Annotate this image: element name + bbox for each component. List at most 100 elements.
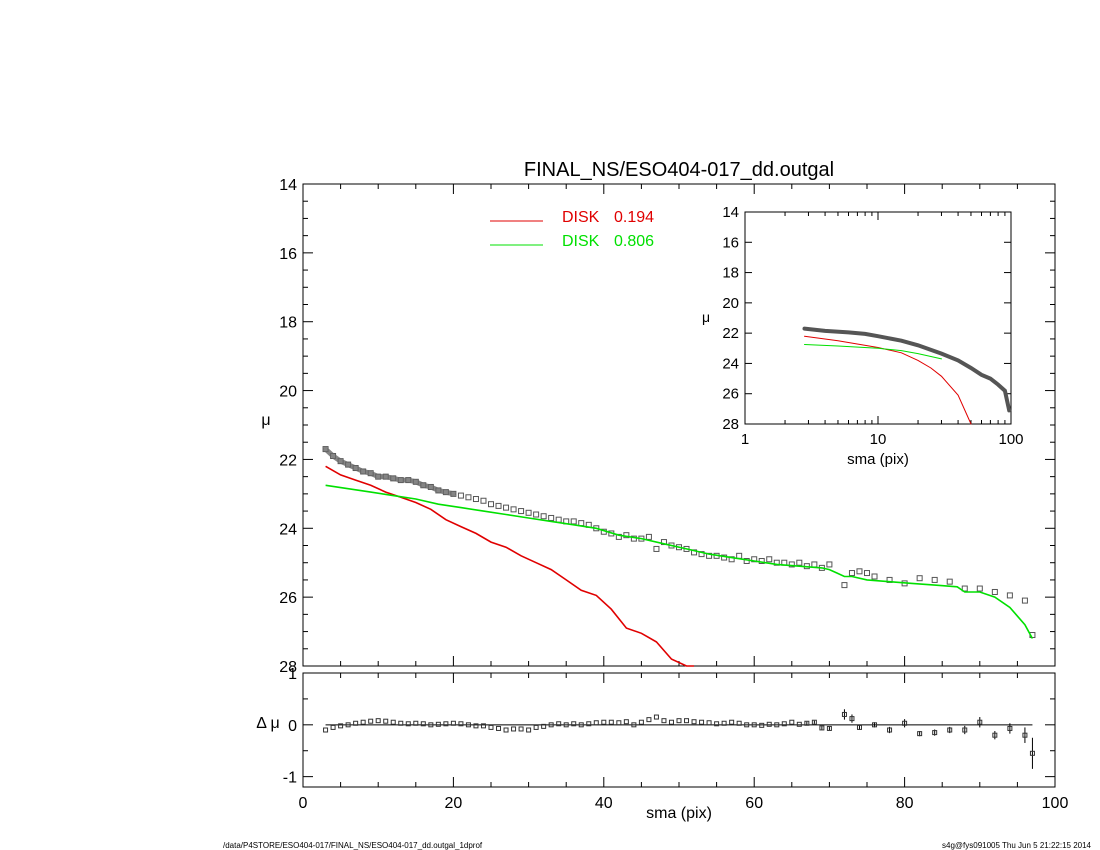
data-point: [548, 514, 555, 521]
data-point: [976, 585, 983, 592]
data-dense-band: [323, 446, 456, 497]
residual-point: [443, 721, 449, 727]
residual-point: [465, 722, 471, 728]
residual-y-tick-label: -1: [283, 770, 297, 787]
inset-data-line: [802, 326, 1012, 413]
inset-series-group: [802, 326, 1012, 425]
residual-point: [676, 718, 682, 724]
legend: DISK 0.194 DISK 0.806: [490, 209, 654, 250]
residual-point: [526, 727, 532, 733]
data-point: [788, 561, 795, 568]
residual-point: [902, 720, 908, 726]
data-point: [472, 496, 479, 503]
legend-value-red: 0.194: [614, 209, 654, 226]
residual-point: [714, 721, 720, 727]
residual-point: [623, 719, 629, 725]
residual-point: [375, 718, 381, 724]
residual-point: [1029, 750, 1035, 756]
data-point: [728, 556, 735, 563]
residual-point: [977, 719, 983, 725]
residual-point: [601, 719, 607, 725]
data-point: [465, 494, 472, 501]
residual-point: [496, 725, 502, 731]
main-y-tick-label: 20: [279, 384, 297, 401]
inset-y-tick-label: 16: [722, 234, 739, 251]
main-y-tick-label: 22: [279, 452, 297, 469]
residual-point: [781, 721, 787, 727]
residual-point: [360, 719, 366, 725]
residual-point: [661, 718, 667, 724]
residual-point: [435, 721, 441, 727]
legend-label-green: DISK: [562, 233, 600, 250]
residual-point: [405, 721, 411, 727]
data-point: [480, 497, 487, 504]
inset-disk-red-line: [804, 335, 972, 425]
residual-point: [571, 721, 577, 727]
data-point: [510, 506, 517, 513]
footer-right: s4g@fys091005 Thu Jun 5 21:22:15 2014: [942, 841, 1092, 850]
inset-y-tick-label: 28: [722, 416, 739, 433]
residual-point: [819, 725, 825, 731]
data-point: [796, 559, 803, 566]
inset-y-tick-label: 14: [722, 204, 739, 221]
residual-y-tick-label: 0: [288, 718, 297, 735]
data-point: [811, 561, 818, 568]
main-y-label: μ: [261, 412, 270, 429]
residual-point: [488, 724, 494, 730]
residual-point: [751, 722, 757, 728]
data-point: [518, 508, 525, 515]
data-point: [871, 573, 878, 580]
residual-point: [947, 727, 953, 733]
chart-title: FINAL_NS/ESO404-017_dd.outgal: [524, 159, 834, 181]
residual-point: [744, 722, 750, 728]
residual-point: [383, 718, 389, 724]
residual-point: [608, 719, 614, 725]
residual-point: [586, 721, 592, 727]
residual-point: [992, 732, 998, 738]
residual-point: [473, 723, 479, 729]
residual-axis-ticks: 10-10 20 40 60 80 100: [283, 666, 1069, 812]
main-axis-ticks: 14 16 18 20 22 24 26 28: [279, 177, 1056, 676]
data-point: [856, 568, 863, 575]
data-point: [766, 556, 773, 563]
inset-y-tick-label: 26: [722, 386, 739, 403]
legend-label-red: DISK: [562, 209, 600, 226]
residual-point: [578, 722, 584, 728]
footer-left: /data/P4STORE/ESO404-017/FINAL_NS/ESO404…: [223, 841, 483, 850]
inset-y-tick-label: 24: [722, 355, 739, 372]
data-point: [555, 516, 562, 523]
main-series-group: [322, 446, 1036, 667]
inset-y-label: μ: [702, 309, 710, 325]
residual-y-tick-label: 1: [288, 666, 297, 683]
x-tick-label: 0: [299, 795, 308, 812]
residual-point: [563, 722, 569, 728]
inset-y-tick-label: 20: [722, 295, 739, 312]
residual-point: [811, 719, 817, 725]
residual-point: [368, 718, 374, 724]
data-point: [578, 520, 585, 527]
data-point: [931, 576, 938, 583]
data-point: [736, 552, 743, 559]
residual-point: [511, 726, 517, 732]
main-y-tick-label: 28: [279, 659, 297, 676]
residual-point: [631, 722, 637, 728]
x-axis-label: sma (pix): [646, 805, 712, 822]
residual-point: [1007, 725, 1013, 731]
residual-point: [856, 724, 862, 730]
x-tick-label: 20: [445, 795, 463, 812]
data-point: [864, 570, 870, 577]
residual-point: [323, 727, 329, 733]
residual-point: [804, 720, 810, 726]
data-point: [645, 533, 652, 540]
residual-point: [428, 722, 434, 728]
data-point: [653, 545, 660, 552]
residual-point: [691, 719, 697, 725]
main-plot-frame: [302, 183, 1056, 667]
main-panel: 14 16 18 20 22 24 26 28 μ DISK 0.194 DISK 0.806: [261, 177, 1056, 676]
residual-point: [353, 720, 359, 726]
residual-point: [684, 718, 690, 724]
inset-x-tick-label: 100: [998, 431, 1023, 448]
residual-point: [736, 720, 742, 726]
main-y-tick-label: 14: [279, 177, 297, 194]
